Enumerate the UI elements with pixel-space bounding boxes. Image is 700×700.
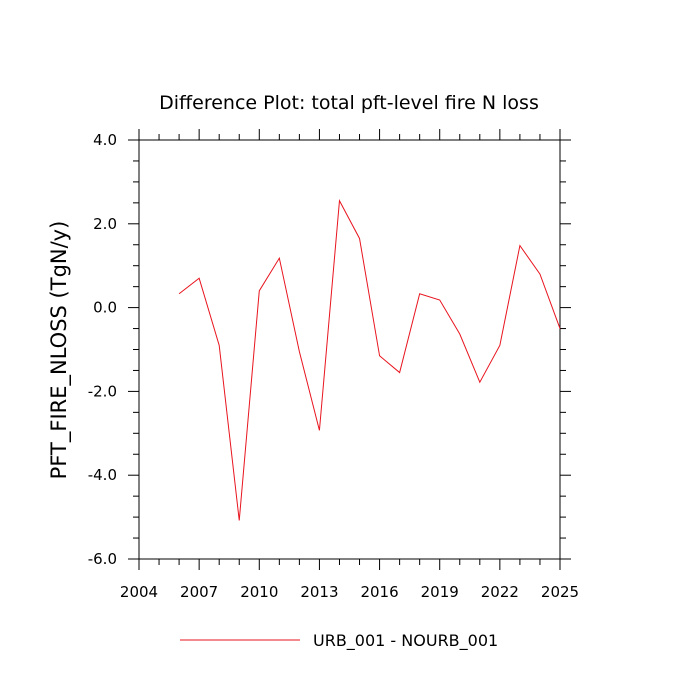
y-tick-label: 4.0: [93, 131, 117, 149]
x-tick-label: 2016: [360, 583, 398, 601]
x-tick-label: 2013: [300, 583, 338, 601]
tick-labels: 2004 2007 2010 2013 2016 2019 2022 2025 -6.0 -4.0…: [88, 131, 579, 601]
y-tick-label: -2.0: [88, 382, 117, 400]
y-tick-label: 0.0: [93, 299, 117, 317]
axis-ticks: [128, 129, 571, 570]
x-tick-label: 2007: [180, 583, 218, 601]
y-tick-label: 2.0: [93, 215, 117, 233]
chart-title: Difference Plot: total pft-level fire N …: [159, 92, 539, 114]
y-tick-label: -4.0: [88, 466, 117, 484]
plot-frame: [138, 139, 561, 560]
legend-label: URB_001 - NOURB_001: [313, 631, 498, 651]
x-tick-label: 2019: [421, 583, 459, 601]
x-tick-label: 2010: [240, 583, 278, 601]
y-tick-label: -6.0: [88, 550, 117, 568]
y-axis-label: PFT_FIRE_NLOSS (TgN/y): [47, 221, 72, 480]
x-tick-label: 2004: [120, 583, 158, 601]
x-tick-label: 2025: [541, 583, 579, 601]
series-layer: [178, 199, 561, 521]
series-line: [178, 199, 561, 521]
x-tick-label: 2022: [481, 583, 519, 601]
legend: URB_001 - NOURB_001: [180, 631, 498, 651]
